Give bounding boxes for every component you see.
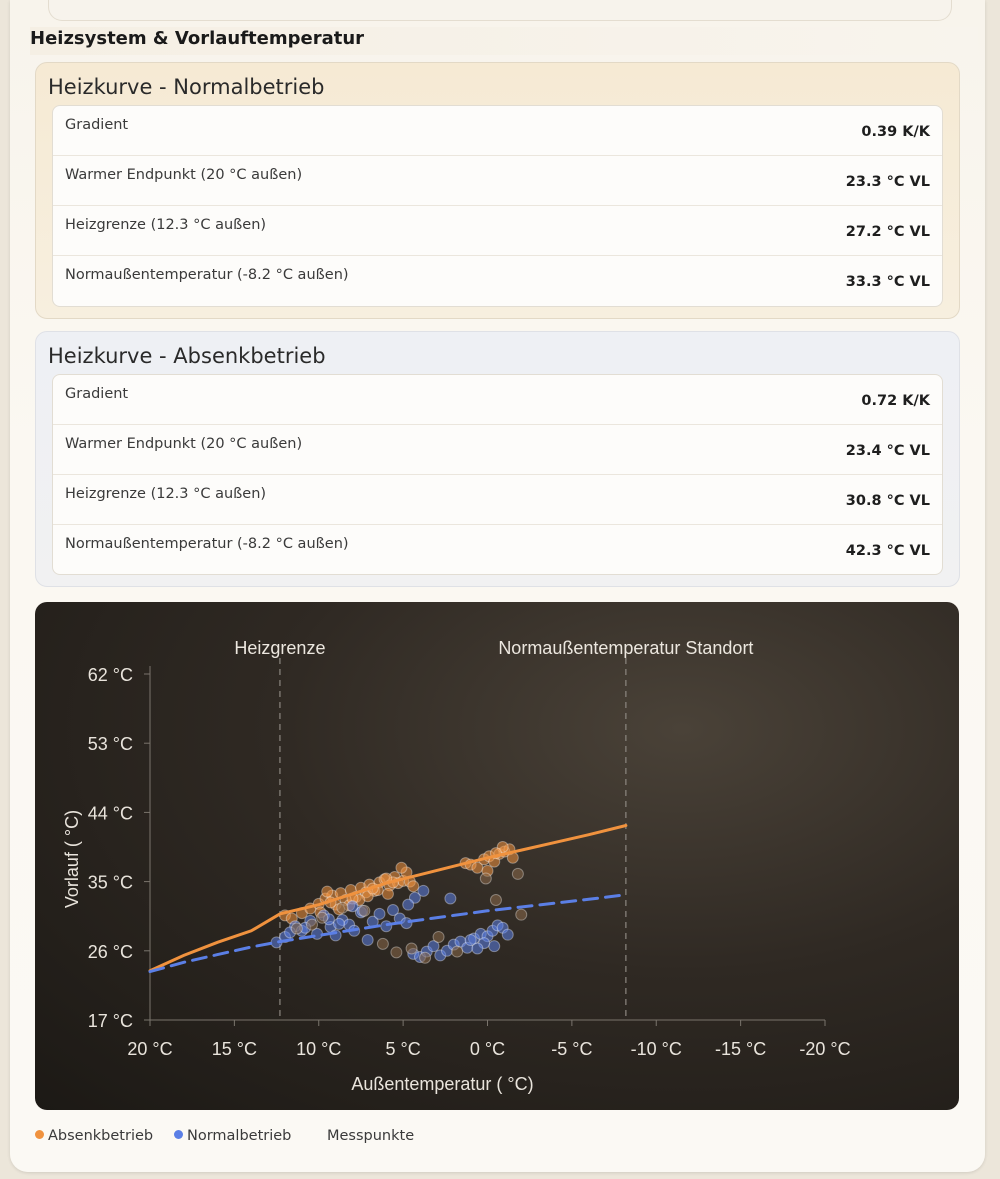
x-tick-label: -20 °C	[799, 1039, 850, 1059]
data-point-normalbetrieb	[380, 920, 393, 933]
curve-normalbetrieb	[148, 893, 628, 974]
row-label: Normaußentemperatur (-8.2 °C außen)	[65, 267, 349, 283]
table-row: Gradient 0.39 K/K	[53, 106, 942, 156]
data-point-normalbetrieb	[501, 928, 514, 941]
data-point-normalbetrieb	[408, 891, 421, 904]
data-point-messpunkte	[479, 872, 492, 885]
x-tick-label: -10 °C	[631, 1039, 682, 1059]
y-axis-label: Vorlauf ( °C)	[62, 810, 82, 908]
data-point-normalbetrieb	[402, 898, 415, 911]
data-point-messpunkte	[316, 911, 329, 924]
y-tick-label: 44 °C	[88, 803, 133, 823]
row-value: 33.3 °C VL	[845, 274, 930, 290]
row-label: Heizgrenze (12.3 °C außen)	[65, 217, 267, 233]
annotation-label: Heizgrenze	[234, 638, 325, 658]
table-row: Warmer Endpunkt (20 °C außen) 23.4 °C VL	[53, 425, 942, 475]
curve-absenkbetrieb	[148, 824, 628, 973]
row-label: Gradient	[65, 386, 129, 402]
x-tick-label: 0 °C	[470, 1039, 505, 1059]
row-value: 30.8 °C VL	[845, 493, 930, 509]
data-point-normalbetrieb	[488, 940, 501, 953]
row-label: Warmer Endpunkt (20 °C außen)	[65, 167, 303, 183]
card-heizkurve-normal: Heizkurve - Normalbetrieb Gradient 0.39 K…	[35, 62, 960, 319]
section-title: Heizsystem & Vorlauftemperatur	[30, 27, 978, 55]
chart-canvas: 17 °C 26 °C 35 °C 44 °C 53 °C 62 °C 20 °C 15 °C…	[62, 638, 851, 1094]
card-title-absenk: Heizkurve - Absenkbetrieb	[48, 344, 326, 368]
row-value: 23.4 °C VL	[845, 443, 930, 459]
row-label: Heizgrenze (12.3 °C außen)	[65, 486, 267, 502]
data-point-normalbetrieb	[400, 917, 413, 930]
table-row: Normaußentemperatur (-8.2 °C außen) 42.3 …	[53, 525, 942, 574]
table-row: Gradient 0.72 K/K	[53, 375, 942, 425]
table-row: Heizgrenze (12.3 °C außen) 27.2 °C VL	[53, 206, 942, 256]
row-value: 42.3 °C VL	[845, 543, 930, 559]
data-point-absenkbetrieb	[381, 887, 394, 900]
annotation-label: Normaußentemperatur Standort	[498, 638, 753, 658]
x-tick-label: -15 °C	[715, 1039, 766, 1059]
card-heizkurve-absenk: Heizkurve - Absenkbetrieb Gradient 0.72 K…	[35, 331, 960, 587]
legend-dot-normal	[174, 1130, 183, 1139]
x-tick-label: 5 °C	[386, 1039, 421, 1059]
row-value: 0.39 K/K	[861, 124, 930, 140]
data-point-messpunkte	[358, 904, 371, 917]
data-point-messpunkte	[390, 946, 403, 959]
previous-card-edge	[48, 0, 952, 21]
legend-dot-absenk	[35, 1130, 44, 1139]
data-point-messpunkte	[489, 894, 502, 907]
data-point-messpunkte	[515, 908, 528, 921]
row-label: Gradient	[65, 117, 129, 133]
data-point-normalbetrieb	[444, 892, 457, 905]
data-point-normalbetrieb	[417, 884, 430, 897]
data-point-normalbetrieb	[387, 904, 399, 917]
table-row: Normaußentemperatur (-8.2 °C außen) 33.3 …	[53, 256, 942, 305]
x-tick-label: 15 °C	[212, 1039, 257, 1059]
y-tick-label: 53 °C	[88, 734, 133, 754]
data-point-messpunkte	[336, 901, 349, 914]
data-point-absenkbetrieb	[471, 861, 484, 874]
data-point-messpunkte	[511, 867, 524, 880]
data-point-messpunkte	[419, 951, 432, 964]
x-tick-label: 20 °C	[127, 1039, 172, 1059]
x-tick-label: 10 °C	[296, 1039, 341, 1059]
row-value: 23.3 °C VL	[845, 174, 930, 190]
row-label: Warmer Endpunkt (20 °C außen)	[65, 436, 303, 452]
row-label: Normaußentemperatur (-8.2 °C außen)	[65, 536, 349, 552]
data-point-normalbetrieb	[361, 934, 374, 947]
data-point-normalbetrieb	[471, 942, 484, 955]
legend-label-absenk: Absenkbetrieb	[48, 1128, 154, 1144]
data-point-normalbetrieb	[373, 907, 386, 920]
x-tick-label: -5 °C	[551, 1039, 592, 1059]
y-tick-label: 17 °C	[88, 1011, 133, 1031]
data-point-messpunkte	[405, 942, 418, 955]
data-point-messpunkte	[432, 930, 445, 943]
legend-item-mess[interactable]: Messpunkte	[327, 1128, 415, 1144]
data-point-messpunkte	[306, 918, 318, 931]
heizkurve-chart: 17 °C 26 °C 35 °C 44 °C 53 °C 62 °C 20 °C 15 °C…	[35, 602, 959, 1110]
legend-item-absenk[interactable]: Absenkbetrieb	[35, 1128, 153, 1144]
data-point-normalbetrieb	[427, 940, 440, 953]
data-point-messpunkte	[451, 945, 464, 958]
y-tick-label: 35 °C	[88, 873, 133, 893]
table-absenk: Gradient 0.72 K/K Warmer Endpunkt (20 °C …	[52, 374, 943, 575]
data-point-messpunkte	[376, 937, 389, 950]
row-value: 27.2 °C VL	[845, 224, 930, 240]
data-point-normalbetrieb	[464, 934, 477, 947]
data-point-messpunkte	[290, 922, 303, 935]
row-value: 0.72 K/K	[861, 393, 930, 409]
data-point-absenkbetrieb	[395, 861, 408, 874]
data-point-normalbetrieb	[333, 917, 345, 930]
table-row: Heizgrenze (12.3 °C außen) 30.8 °C VL	[53, 475, 942, 525]
legend-item-normal[interactable]: Normalbetrieb	[174, 1128, 291, 1144]
table-normal: Gradient 0.39 K/K Warmer Endpunkt (20 °C …	[52, 105, 943, 307]
data-point-absenkbetrieb	[321, 885, 334, 898]
table-row: Warmer Endpunkt (20 °C außen) 23.3 °C VL	[53, 156, 942, 206]
data-point-absenkbetrieb	[407, 880, 420, 893]
data-point-normalbetrieb	[346, 900, 359, 913]
x-axis-label: Außentemperatur ( °C)	[351, 1074, 533, 1094]
card-title-normal: Heizkurve - Normalbetrieb	[48, 75, 325, 99]
legend-label-normal: Normalbetrieb	[187, 1128, 292, 1144]
y-tick-label: 62 °C	[88, 665, 133, 685]
y-tick-label: 26 °C	[88, 942, 133, 962]
